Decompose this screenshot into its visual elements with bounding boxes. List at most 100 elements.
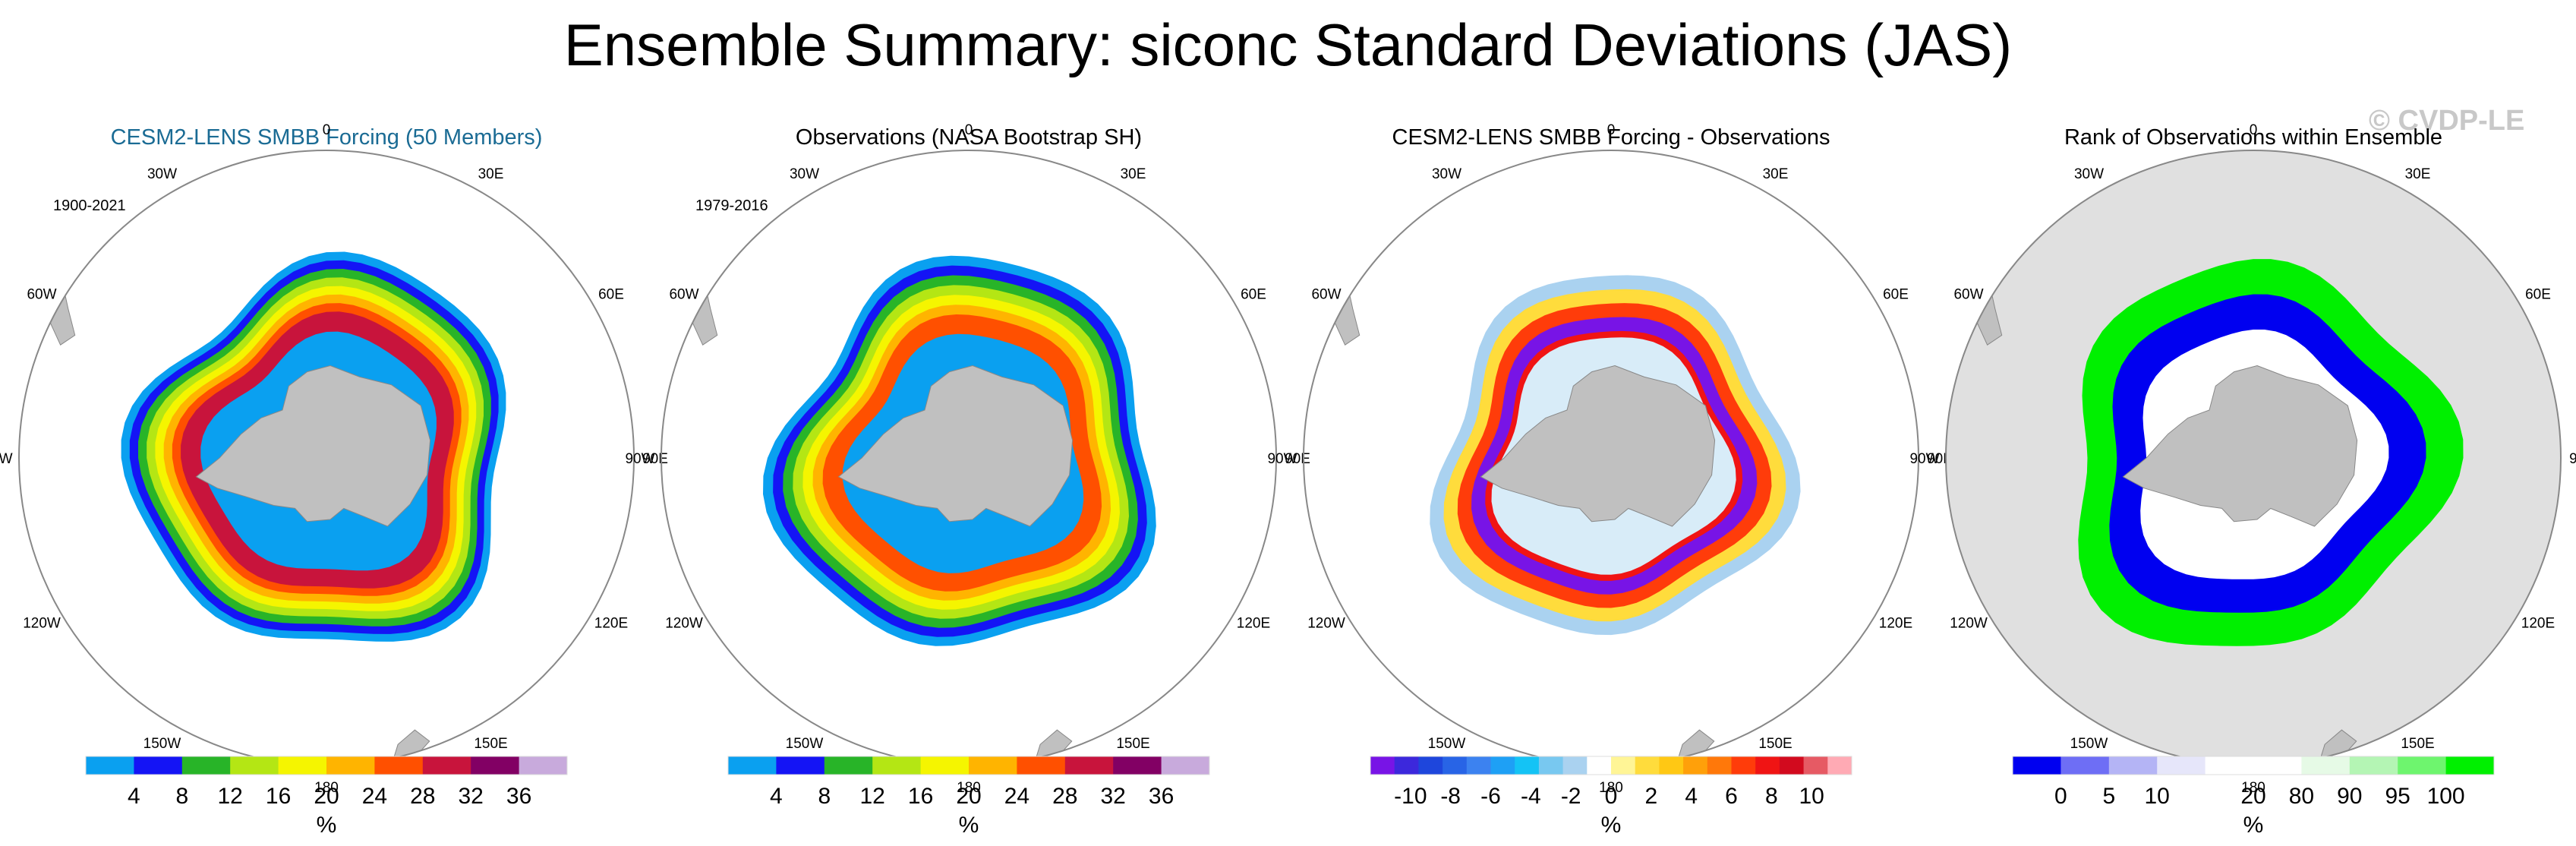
colorbar-tick-label: 4 [1685, 784, 1698, 809]
lon-label-150W: 150W [786, 736, 824, 752]
colorbar-swatch [1161, 756, 1210, 775]
antarctica-landmass [195, 365, 431, 527]
colorbar-swatch [1803, 756, 1828, 775]
colorbar-swatch [920, 756, 970, 775]
colorbar-swatch [326, 756, 375, 775]
colorbar-swatch [2301, 756, 2351, 775]
colorbar-tick-label: 28 [1052, 784, 1077, 809]
colorbar-swatch [872, 756, 922, 775]
lon-label-180: 180 [314, 780, 339, 796]
lon-label-180: 180 [2241, 780, 2265, 796]
lon-label-60W: 60W [1311, 287, 1341, 303]
colorbar-swatch [1064, 756, 1114, 775]
colorbar-swatch [86, 756, 134, 775]
lon-label-90W: 90W [625, 451, 654, 467]
colorbar-swatch [728, 756, 777, 775]
watermark: © CVDP-LE [2369, 105, 2525, 137]
lon-label-30E: 30E [1121, 166, 1146, 182]
colorbar-tick-label: 0 [2054, 784, 2067, 809]
colorbar-swatch [2253, 756, 2302, 775]
colorbar-swatch [1442, 756, 1468, 775]
lon-label-150E: 150E [1116, 736, 1149, 752]
colorbar-tick-label: 5 [2102, 784, 2115, 809]
panel-title: CESM2-LENS SMBB Forcing - Observations [1392, 125, 1830, 150]
lon-label-30W: 30W [2074, 166, 2104, 182]
lon-label-60E: 60E [598, 287, 624, 303]
colorbar-swatch [1635, 756, 1660, 775]
map-panel-1: CESM2-LENS SMBB Forcing (50 Members) 1900… [0, 122, 668, 838]
lon-label-120W: 120W [1307, 616, 1345, 632]
colorbar-tick-label: 4 [128, 784, 140, 809]
lon-label-60E: 60E [1241, 287, 1266, 303]
colorbar-tick-label: 36 [506, 784, 531, 809]
lon-label-60W: 60W [27, 287, 56, 303]
colorbar-swatch [278, 756, 327, 775]
colorbar-tick-label: 16 [908, 784, 933, 809]
colorbar-tick-label: -6 [1480, 784, 1501, 809]
lon-label-150W: 150W [1428, 736, 1466, 752]
colorbar-tick-label: 12 [218, 784, 243, 809]
lon-label-180: 180 [957, 780, 981, 796]
lon-label-150E: 150E [1758, 736, 1792, 752]
colorbar-swatch [2349, 756, 2398, 775]
lon-label-30E: 30E [2405, 166, 2431, 182]
colorbar-tick-label: 4 [770, 784, 783, 809]
lon-label-30W: 30W [1432, 166, 1461, 182]
colorbar-swatch [2157, 756, 2206, 775]
lon-label-150W: 150W [2070, 736, 2108, 752]
colorbar: 4 8 12 16 20 24 28 32 36% [727, 756, 1210, 838]
colorbar-tick-label: 20 [956, 784, 981, 809]
colorbar-tick-label: 32 [459, 784, 484, 809]
lon-label-30E: 30E [1763, 166, 1789, 182]
colorbar-swatch [1515, 756, 1540, 775]
colorbar-swatch [1394, 756, 1419, 775]
colorbar: -10 -8 -6 -4 -2 0 2 4 6 8 10% [1370, 756, 1852, 838]
colorbar-tick-label: 36 [1149, 784, 1174, 809]
colorbar-tick-label: 0 [1605, 784, 1618, 809]
colorbar-units: % [1601, 813, 1622, 838]
lon-label-0: 0 [965, 122, 973, 138]
lon-label-120E: 120E [594, 616, 628, 632]
colorbar-swatch [1490, 756, 1515, 775]
lon-label-60E: 60E [2525, 287, 2551, 303]
lon-label-120E: 120E [1879, 616, 1912, 632]
colorbar-swatch [969, 756, 1017, 775]
colorbar-swatch [134, 756, 183, 775]
lon-label-150E: 150E [474, 736, 507, 752]
colorbar-swatch [1466, 756, 1491, 775]
colorbar-tick-label: -10 [1394, 784, 1427, 809]
lon-label-120E: 120E [1237, 616, 1270, 632]
colorbar-swatch [776, 756, 825, 775]
lon-label-90W: 90W [0, 451, 13, 467]
lon-label-90E: 90E [2569, 451, 2576, 467]
panel-title: CESM2-LENS SMBB Forcing (50 Members) [111, 125, 543, 150]
colorbar-swatch [230, 756, 279, 775]
colorbar-swatch [2445, 756, 2495, 775]
colorbar-tick-label: 10 [1799, 784, 1824, 809]
colorbar-swatch [471, 756, 520, 775]
lon-label-150W: 150W [143, 736, 181, 752]
colorbar-swatch [1113, 756, 1162, 775]
lon-label-90W: 90W [1909, 451, 1939, 467]
colorbar-tick-label: 16 [266, 784, 291, 809]
map-panel-4: Rank of Observations within Ensemble030E… [1909, 122, 2576, 838]
colorbar-tick-label: 20 [314, 784, 339, 809]
colorbar-tick-label: -2 [1561, 784, 1581, 809]
panel-title: Observations (NASA Bootstrap SH) [796, 125, 1142, 150]
colorbar-swatch [519, 756, 568, 775]
lon-label-120W: 120W [23, 616, 61, 632]
colorbar-swatch [1017, 756, 1066, 775]
colorbar-tick-label: 100 [2427, 784, 2465, 809]
antarctica-landmass [837, 365, 1074, 527]
colorbar-units: % [317, 813, 337, 838]
colorbar-swatch [1611, 756, 1636, 775]
colorbar-units: % [959, 813, 979, 838]
lon-label-120E: 120E [2521, 616, 2555, 632]
colorbar-swatch [1755, 756, 1780, 775]
lon-label-150E: 150E [2401, 736, 2434, 752]
lon-label-60W: 60W [1953, 287, 1983, 303]
colorbar-swatch [181, 756, 231, 775]
lon-label-0: 0 [323, 122, 331, 138]
colorbar-swatch [1827, 756, 1852, 775]
